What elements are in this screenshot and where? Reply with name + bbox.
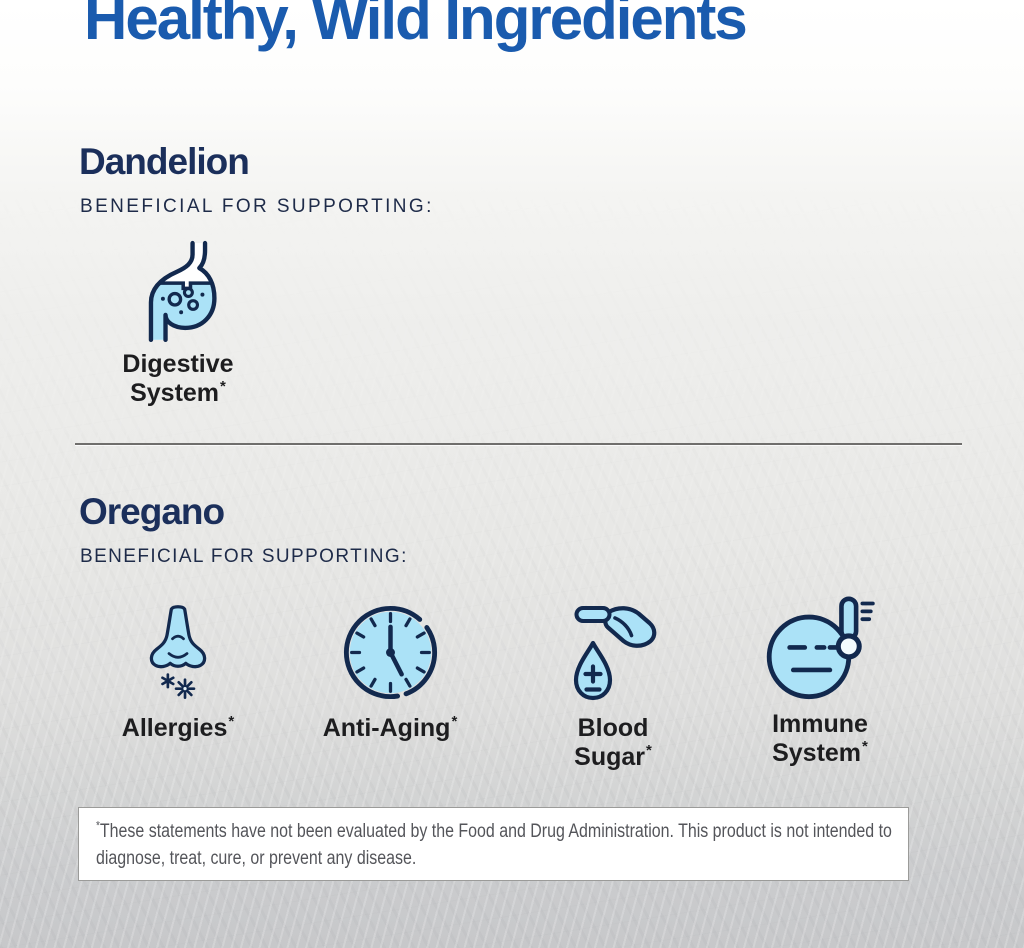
icon-box [735, 592, 905, 704]
benefit-label: Allergies* [122, 714, 234, 743]
benefit-immune-system: Immune System* [735, 592, 905, 768]
benefit-label-line: Anti-Aging* [322, 712, 458, 742]
pollen-asterisk-small [161, 673, 175, 689]
section-title-dandelion: Dandelion [79, 141, 250, 182]
clock-anti-aging-icon [343, 605, 437, 699]
benefit-allergies: Allergies* [93, 596, 263, 743]
pollen-asterisk-large [174, 678, 196, 699]
benefit-blood-sugar: Blood Sugar* [528, 596, 698, 772]
benefit-label-line: Allergies* [121, 712, 235, 742]
hand-droplet-icon [573, 606, 657, 701]
section-subtitle-oregano: BENEFICIAL FOR SUPPORTING: [80, 546, 408, 567]
stomach-digestive-icon [148, 240, 217, 343]
disclaimer-text: *These statements have not been evaluate… [96, 818, 892, 869]
benefit-label: Anti-Aging* [323, 714, 458, 743]
benefit-asterisk: * [451, 712, 458, 730]
section-divider [75, 443, 962, 445]
benefit-anti-aging: Anti-Aging* [305, 596, 475, 743]
icon-box [528, 596, 698, 708]
icon-box [93, 596, 263, 708]
benefit-label-line: Immune [772, 710, 868, 738]
sick-face-thermometer-icon [766, 595, 875, 699]
benefit-asterisk: * [228, 712, 235, 730]
benefit-asterisk: * [646, 741, 652, 759]
disclaimer-asterisk: * [96, 818, 100, 833]
benefit-label: Blood Sugar* [574, 714, 652, 772]
benefit-label-line: Digestive [122, 350, 234, 378]
benefit-label-line: Sugar* [574, 741, 652, 771]
benefit-asterisk: * [862, 737, 868, 755]
section-title-oregano: Oregano [79, 491, 225, 532]
benefit-label-line: System* [772, 737, 868, 767]
icon-box [305, 596, 475, 708]
benefit-label-line: System* [130, 377, 226, 407]
page-title: Healthy, Wild Ingredients [84, 0, 748, 52]
benefit-label: Digestive System* [122, 350, 233, 408]
benefit-label: Immune System* [772, 710, 868, 768]
disclaimer-box: *These statements have not been evaluate… [78, 807, 909, 881]
nose-allergies-icon [149, 605, 207, 699]
benefit-label-line: Blood [577, 714, 649, 742]
benefit-digestive-system: Digestive System* [93, 240, 263, 408]
icon-box [93, 240, 263, 344]
section-subtitle-dandelion: BENEFICIAL FOR SUPPORTING: [80, 196, 434, 217]
benefit-asterisk: * [220, 377, 226, 395]
